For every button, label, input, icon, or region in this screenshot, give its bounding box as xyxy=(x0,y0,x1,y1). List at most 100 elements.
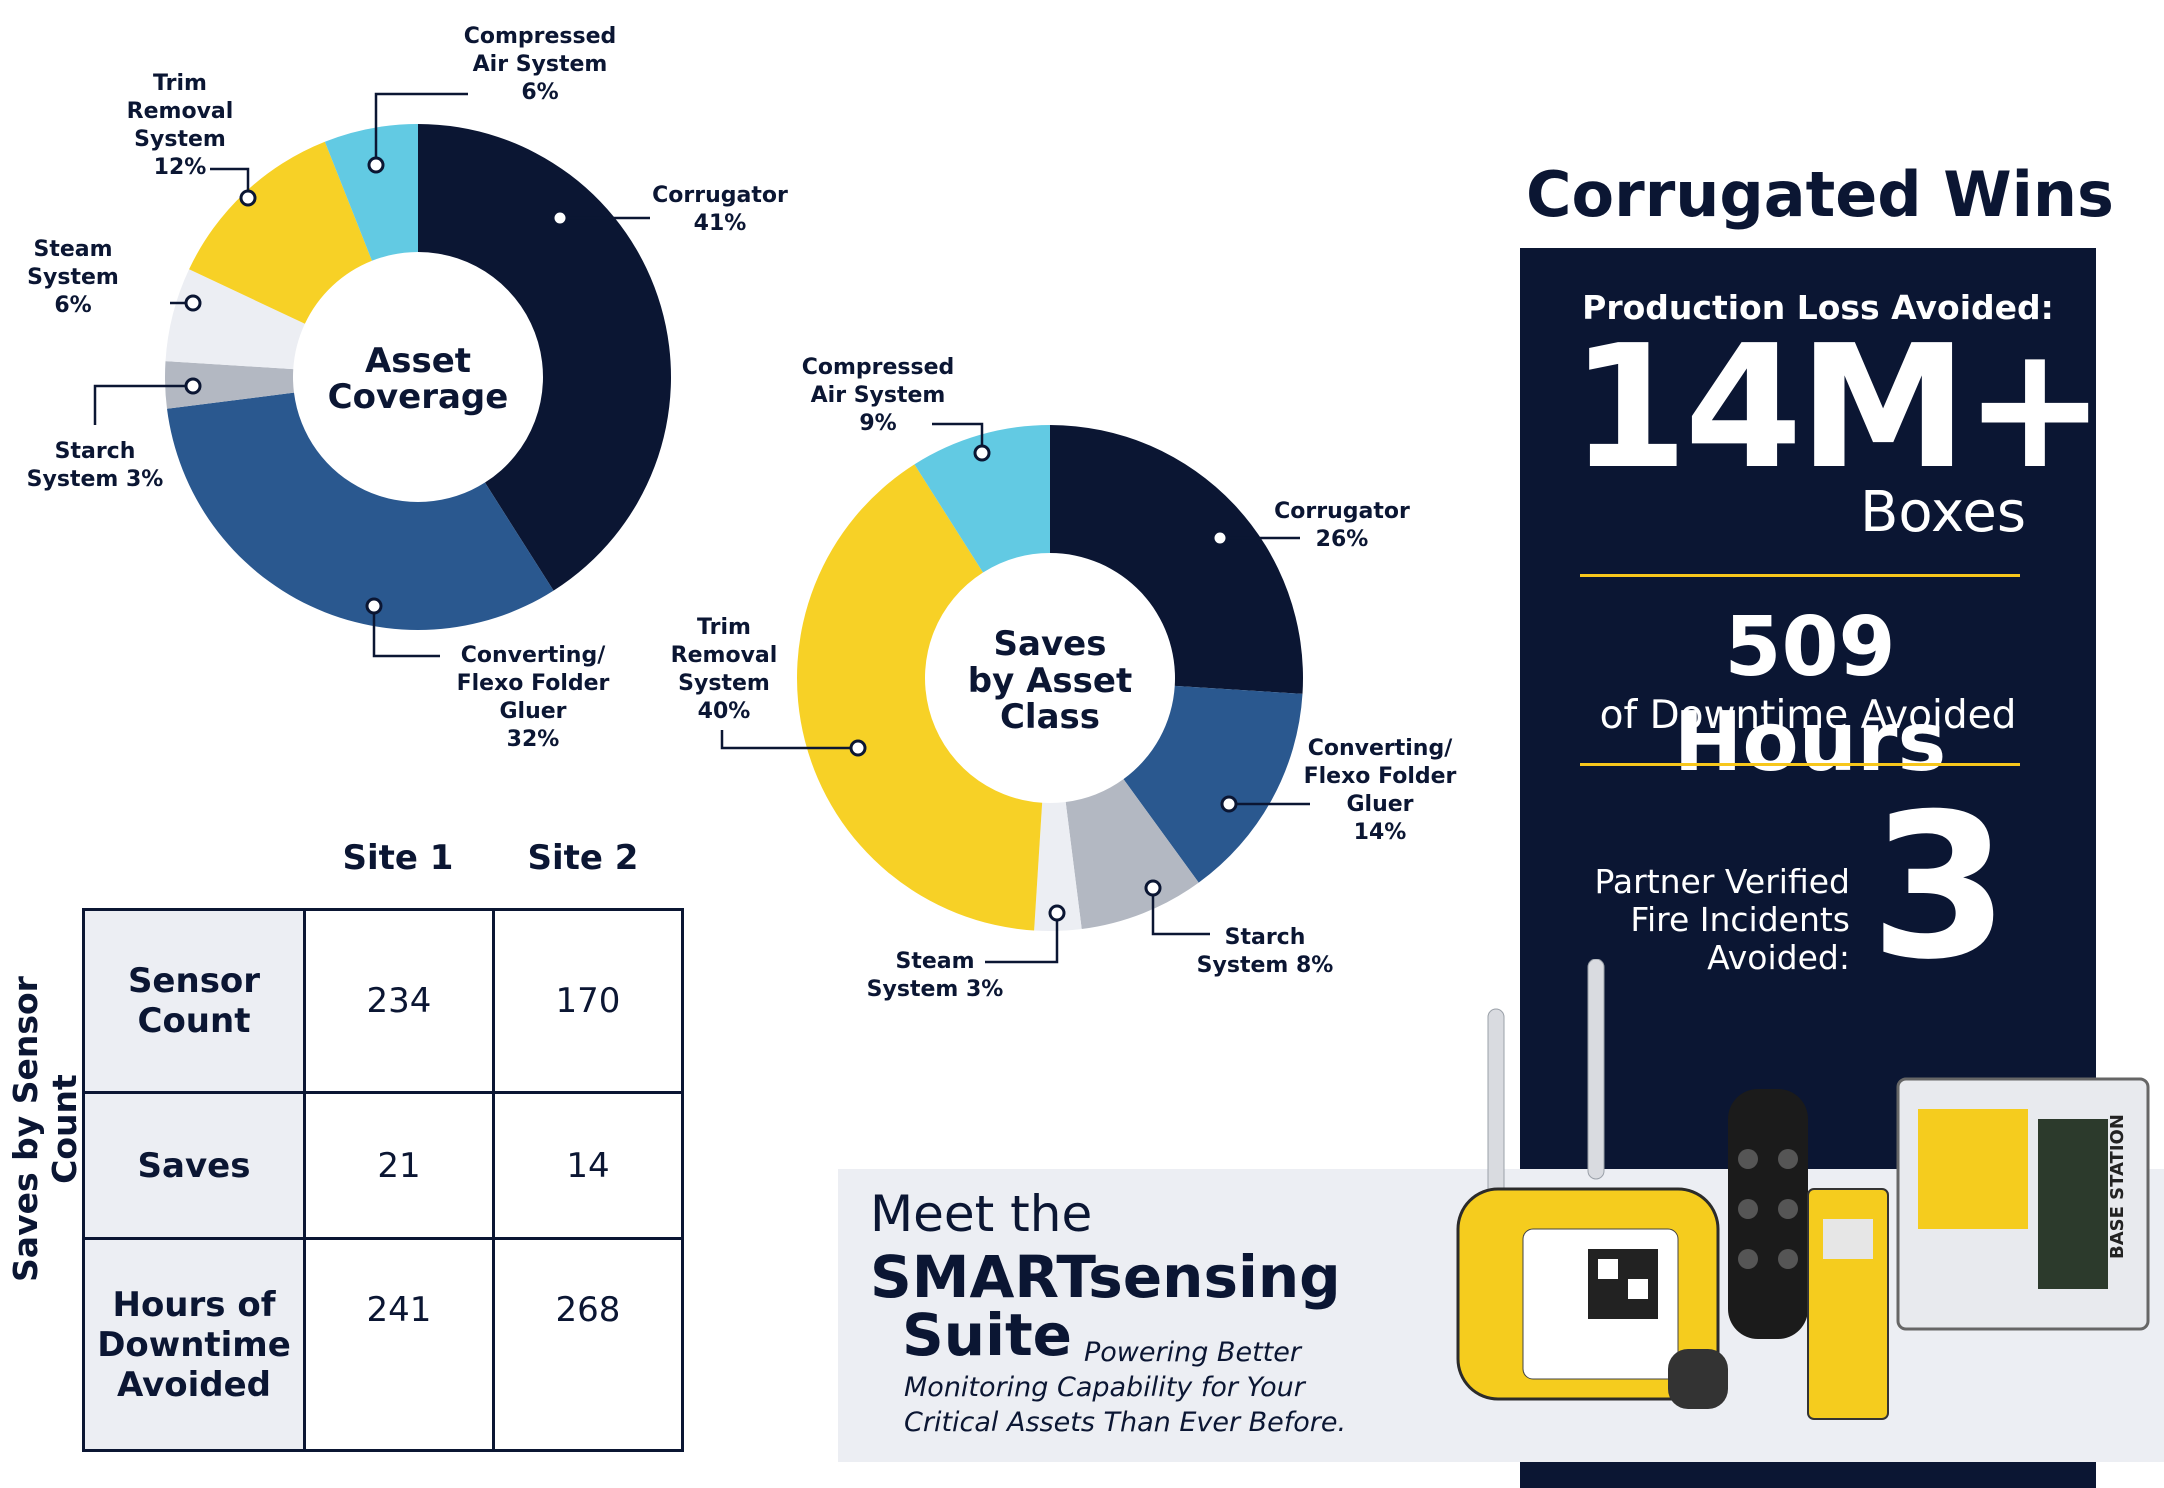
fire-incidents-value: 3 xyxy=(1870,771,2010,1004)
divider xyxy=(1580,763,2020,766)
donut-slice xyxy=(165,269,305,370)
donut-slice xyxy=(1123,685,1303,883)
slice-label: 40% xyxy=(698,699,751,724)
slice-label: Starch xyxy=(1225,925,1306,950)
table-cell: 268 xyxy=(492,1237,684,1452)
donut-slice xyxy=(1050,425,1303,694)
row-header-line: Hours of xyxy=(112,1284,276,1325)
slice-label: Flexo Folder xyxy=(457,671,610,696)
leader-dot xyxy=(551,209,569,227)
row-header-line: Sensor xyxy=(127,961,261,1001)
slice-label: 12% xyxy=(154,155,207,180)
banner-suite-name: SMARTsensing xyxy=(870,1243,1341,1311)
fire-label-line: Partner Verified xyxy=(1594,862,1850,901)
donut-center-title: Asset xyxy=(365,341,471,381)
slice-label: 9% xyxy=(859,411,896,436)
leader-dot xyxy=(1211,529,1229,547)
tagline-line: Powering Better xyxy=(1084,1337,1301,1368)
slice-label: Gluer xyxy=(499,699,566,724)
slice-label: Trim xyxy=(153,71,207,96)
divider xyxy=(1580,574,2020,577)
slice-label: System 8% xyxy=(1197,953,1334,978)
donut-slice xyxy=(165,361,294,409)
slice-label: Flexo Folder xyxy=(1304,764,1457,789)
banner-tagline: Powering Better Monitoring Capability fo… xyxy=(904,1335,1384,1440)
leader-line xyxy=(1151,888,1210,936)
table-cell: 14 xyxy=(492,1091,684,1240)
table-row: Hours of Downtime Avoided 241 268 xyxy=(82,1237,684,1452)
leader-dot xyxy=(184,377,202,395)
slice-label: Corrugator xyxy=(1274,499,1410,524)
donut-slice xyxy=(1065,779,1199,930)
banner-meet-text: Meet the xyxy=(870,1185,1093,1243)
slice-label: System 3% xyxy=(867,977,1004,1002)
slice-label: Starch xyxy=(55,439,136,464)
leader-line xyxy=(985,913,1059,964)
donut-center-title: Coverage xyxy=(328,377,509,417)
corrugated-wins-title: Corrugated Wins xyxy=(1526,158,2114,231)
slice-label: 14% xyxy=(1354,820,1407,845)
donut-center-title: Saves xyxy=(994,624,1107,664)
donut-slice xyxy=(914,425,1050,573)
leader-dot xyxy=(973,444,991,462)
leader-dot xyxy=(1048,904,1066,922)
slice-label: Removal xyxy=(127,99,234,124)
slice-label: Trim xyxy=(697,615,751,640)
table-cell: 21 xyxy=(303,1091,495,1240)
downtime-hours-value: 509 Hours xyxy=(1673,600,1947,790)
table-column-header: Site 2 xyxy=(527,838,639,878)
table-cell: 241 xyxy=(303,1237,495,1452)
table-cell: 234 xyxy=(303,908,495,1094)
donut-slice xyxy=(1034,802,1082,931)
row-header-line: Downtime xyxy=(97,1324,291,1365)
table-column-header: Site 1 xyxy=(342,838,454,878)
leader-dot xyxy=(1220,795,1238,813)
row-header-hours-downtime: Hours of Downtime Avoided xyxy=(82,1237,306,1452)
donut-slice xyxy=(324,124,418,261)
row-header-line: Avoided xyxy=(116,1364,271,1405)
donut-slice xyxy=(166,392,554,631)
slice-label: Gluer xyxy=(1346,792,1413,817)
row-header-saves: Saves xyxy=(82,1091,306,1240)
slice-label: System xyxy=(678,671,770,696)
table-side-title: Saves by Sensor Count xyxy=(6,976,84,1282)
donut-center-title: by Asset xyxy=(968,661,1132,701)
downtime-hours-label: of Downtime Avoided xyxy=(1599,693,2017,738)
slice-label: System 3% xyxy=(27,467,164,492)
donut-slice xyxy=(418,124,672,591)
slice-label: Converting/ xyxy=(1308,736,1454,761)
table-row: Saves 21 14 xyxy=(82,1091,684,1240)
row-header-line: Count xyxy=(137,1001,251,1041)
donut-center-title: Class xyxy=(1000,697,1100,737)
leader-dot xyxy=(849,739,867,757)
leader-line xyxy=(210,167,250,198)
leader-line xyxy=(372,606,440,658)
slice-label: Steam xyxy=(895,949,974,974)
fire-incidents-label: Partner Verified Fire Incidents Avoided: xyxy=(1560,863,1850,977)
tagline-line: Monitoring Capability for Your xyxy=(904,1372,1305,1403)
slice-label: Converting/ xyxy=(461,643,607,668)
slice-label: 32% xyxy=(507,727,560,752)
leader-dot xyxy=(367,156,385,174)
donut-slice xyxy=(797,464,1043,931)
slice-label: System xyxy=(134,127,226,152)
row-header-sensor-count: Sensor Count xyxy=(82,908,306,1094)
leader-line xyxy=(93,384,193,425)
slice-label: 6% xyxy=(521,80,558,105)
donut-slice xyxy=(189,141,372,324)
slice-label: 41% xyxy=(694,211,747,236)
table-row: Sensor Count 234 170 xyxy=(82,908,684,1094)
slice-label: Corrugator xyxy=(652,183,788,208)
svg-text:BASE STATION: BASE STATION xyxy=(2107,1114,2128,1259)
slice-label: Compressed xyxy=(464,24,617,49)
leader-dot xyxy=(365,597,383,615)
slice-label: 6% xyxy=(54,293,91,318)
sensor-count-table: Sensor Count 234 170 Saves 21 14 Hours o… xyxy=(82,908,684,1452)
product-image: BASE STATION xyxy=(1456,959,2150,1420)
slice-label: System xyxy=(27,265,119,290)
leader-dot xyxy=(184,294,202,312)
production-loss-unit: Boxes xyxy=(1859,480,2026,545)
leader-line xyxy=(720,730,858,750)
fire-label-line: Avoided: xyxy=(1707,938,1850,977)
